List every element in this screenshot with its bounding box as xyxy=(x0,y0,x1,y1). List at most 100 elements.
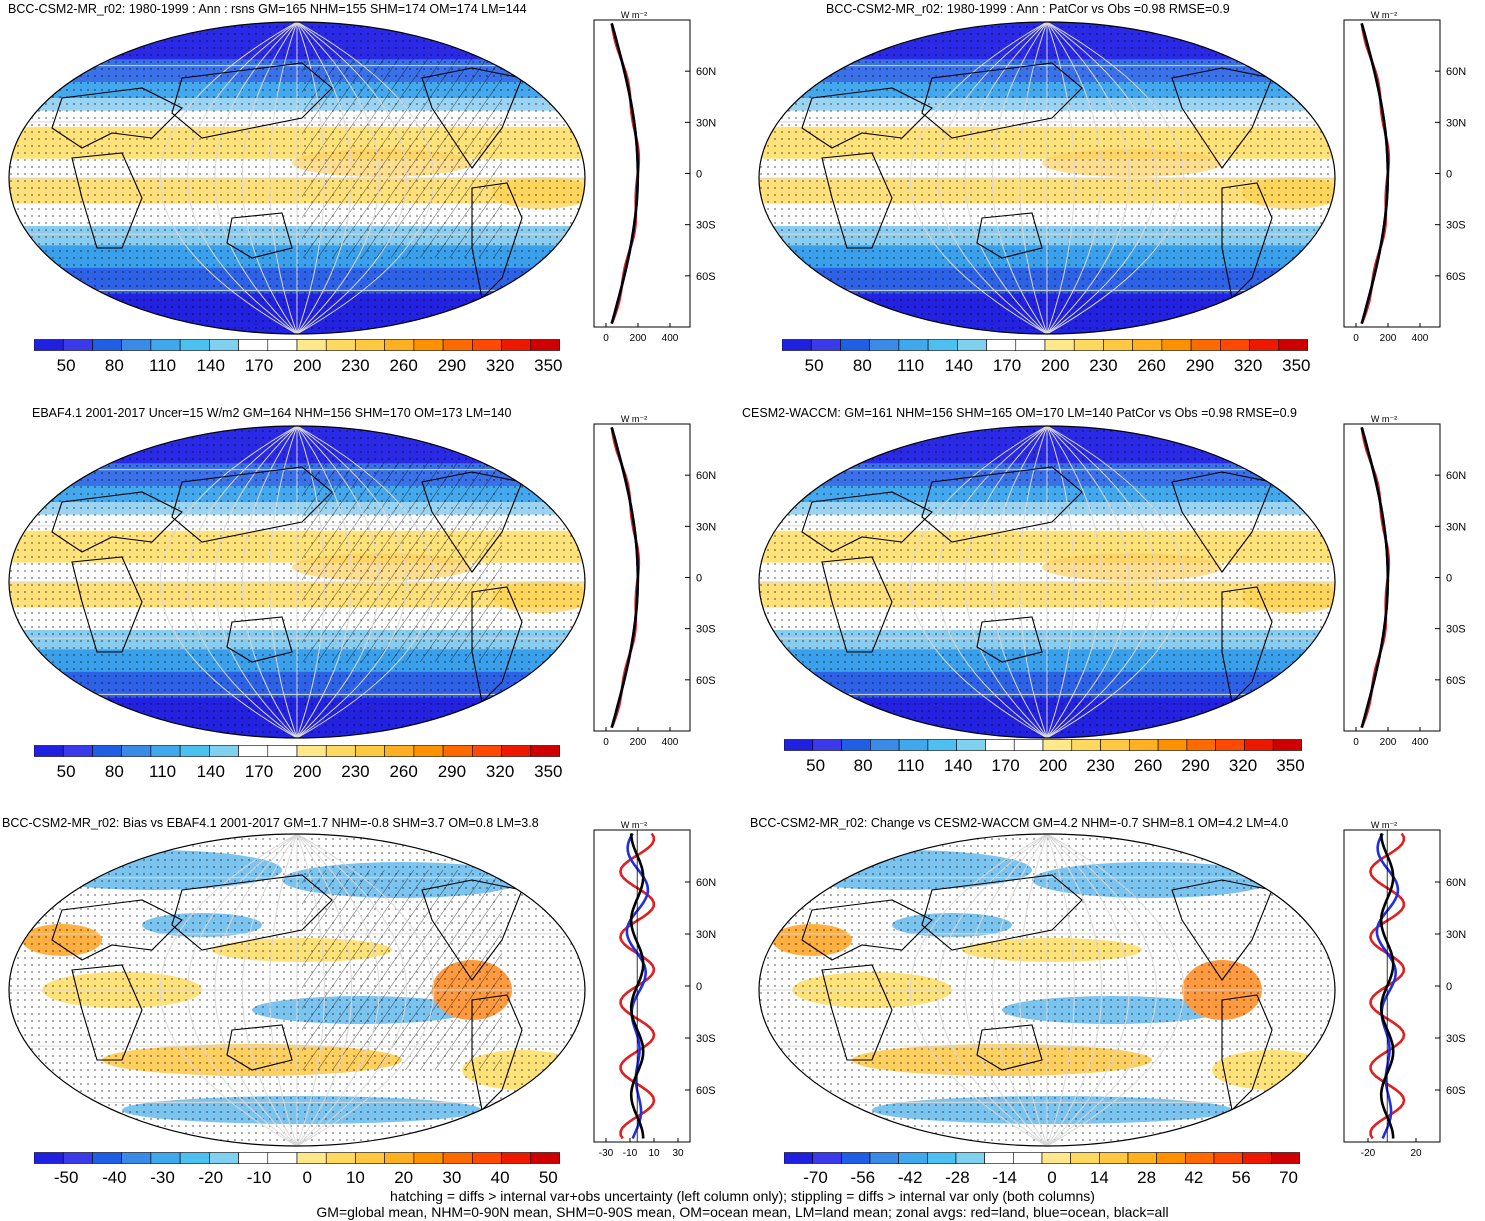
zonal-average-plot: W m⁻² 60N 30N 0 30S 60S 0 200 400 xyxy=(1343,414,1466,748)
zonal-mean-line xyxy=(610,427,640,728)
colorbar-swatch xyxy=(782,339,812,351)
colorbar xyxy=(34,1152,560,1164)
colorbar-swatch xyxy=(927,1152,957,1164)
latitude-tick-label: 60S xyxy=(696,675,716,687)
colorbar-tick-label: 80 xyxy=(852,356,872,375)
coastline xyxy=(171,874,333,951)
colorbar-swatch xyxy=(840,339,870,351)
zonal-mean-line xyxy=(1360,23,1390,324)
colorbar-tick-label: 56 xyxy=(1231,1168,1251,1187)
colorbar-swatch xyxy=(1190,339,1221,351)
colorbar-tick-label: 200 xyxy=(293,762,322,781)
latitude-tick-label: 30S xyxy=(1446,624,1466,636)
colorbar-tick-label: 350 xyxy=(1282,356,1311,375)
colorbar-tick-label: -56 xyxy=(850,1168,876,1187)
value-tick-label: 200 xyxy=(630,737,647,748)
unit-label: W m⁻² xyxy=(1371,10,1397,20)
colorbar-swatch xyxy=(1015,339,1046,351)
colorbar-swatch xyxy=(121,1152,152,1164)
colorbar-swatch xyxy=(1071,739,1101,751)
unit-label: W m⁻² xyxy=(621,820,647,830)
coastline xyxy=(71,152,143,249)
value-tick-label: 400 xyxy=(662,333,679,344)
colorbar-swatch xyxy=(296,1152,327,1164)
zonal-average-plot: W m⁻² 60N 30N 0 30S 60S 0 200 400 xyxy=(593,10,716,344)
colorbar-tick-label: 50 xyxy=(806,756,826,775)
colorbar-swatch xyxy=(34,339,64,351)
value-tick-label: 400 xyxy=(1412,333,1429,344)
colorbar-swatch xyxy=(986,339,1017,351)
latitude-tick-label: 60S xyxy=(696,271,716,283)
coastline xyxy=(821,152,893,249)
colorbar-swatch xyxy=(413,745,444,757)
coastline xyxy=(801,87,933,149)
colorbar-swatch xyxy=(1013,1152,1043,1164)
colorbar-tick-label: 200 xyxy=(293,356,322,375)
colorbar-swatch xyxy=(956,739,986,751)
latitude-tick-label: 30N xyxy=(1446,117,1466,129)
colorbar-swatch xyxy=(209,339,239,351)
colorbar-tick-label: 320 xyxy=(485,356,515,375)
figure-caption: hatching = diffs > internal var+obs unce… xyxy=(0,1188,1485,1220)
colorbar-swatch xyxy=(841,739,871,751)
colorbar-swatch xyxy=(413,1152,444,1164)
colorbar-swatch xyxy=(1044,339,1075,351)
colorbar-swatch xyxy=(238,1152,269,1164)
colorbar-swatch xyxy=(355,745,385,757)
value-tick-label: -10 xyxy=(623,1148,638,1159)
coastline xyxy=(801,491,933,553)
colorbar-tick-label: 170 xyxy=(991,756,1020,775)
colorbar-swatch xyxy=(1099,1152,1129,1164)
coastline xyxy=(226,1024,293,1071)
colorbar-swatch xyxy=(442,339,473,351)
colorbar-tick-label: 260 xyxy=(389,762,418,781)
colorbar-tick-label: 170 xyxy=(244,356,274,375)
coastline xyxy=(51,899,183,961)
colorbar-tick-label: 30 xyxy=(442,1168,462,1187)
latitude-tick-label: 60N xyxy=(696,877,716,889)
colorbar-swatch xyxy=(927,739,957,751)
latitude-tick-label: 30N xyxy=(696,117,716,129)
colorbar-swatch xyxy=(209,1152,239,1164)
value-tick-label: 200 xyxy=(1380,737,1397,748)
colorbar-swatch xyxy=(472,339,502,351)
zonal-mean-line xyxy=(625,832,650,1139)
latitude-tick-label: 60S xyxy=(1446,271,1466,283)
world-map xyxy=(8,833,586,1147)
colorbar-swatch xyxy=(267,339,298,351)
colorbar-swatch xyxy=(267,745,298,757)
colorbar-swatch xyxy=(442,1152,473,1164)
colorbar-tick-label: 50 xyxy=(538,1168,558,1187)
colorbar-swatch xyxy=(179,745,210,757)
colorbar-tick-label: 350 xyxy=(534,356,563,375)
colorbar-swatch xyxy=(898,739,929,751)
colorbar-tick-label: 230 xyxy=(1086,756,1115,775)
value-tick-label: -20 xyxy=(1361,1148,1376,1159)
colorbar-swatch xyxy=(955,1152,985,1164)
coastline xyxy=(921,874,1083,951)
colorbar-tick-label: 0 xyxy=(302,1168,312,1187)
colorbar-tick-label: -70 xyxy=(803,1168,828,1187)
coastline xyxy=(421,471,523,573)
colorbar-labels: -50 -40 -30 -20 -10 0 10 20 30 40 50 xyxy=(34,1168,560,1190)
colorbar-swatch xyxy=(1215,739,1245,751)
colorbar-swatch xyxy=(179,339,210,351)
colorbar-swatch xyxy=(384,745,415,757)
zonal-average-plot: W m⁻² 60N 30N 0 30S 60S 0 200 400 xyxy=(593,414,716,748)
latitude-tick-label: 60S xyxy=(1446,1085,1466,1097)
colorbar-tick-label: 140 xyxy=(196,356,225,375)
colorbar-swatch xyxy=(1220,339,1250,351)
colorbar-swatch xyxy=(784,1152,813,1164)
coastline xyxy=(921,466,1083,543)
colorbar-swatch xyxy=(530,1152,560,1164)
colorbar-tick-label: 290 xyxy=(1185,356,1215,375)
coastline xyxy=(1221,586,1273,704)
value-tick-label: 0 xyxy=(1353,737,1359,748)
zonal-mean-line xyxy=(1360,427,1390,728)
zonal-mean-line xyxy=(610,427,641,729)
colorbar-swatch xyxy=(810,339,841,351)
coastline xyxy=(921,62,1083,139)
latitude-tick-label: 60N xyxy=(1446,470,1466,482)
latitude-tick-label: 60S xyxy=(1446,675,1466,687)
latitude-tick-label: 30S xyxy=(1446,220,1466,232)
